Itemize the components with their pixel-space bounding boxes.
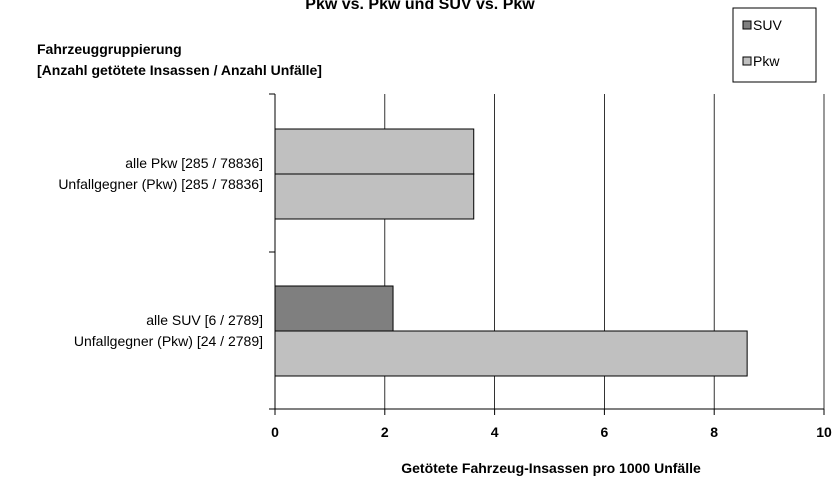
y-axis-title-line-1: Fahrzeuggruppierung — [37, 41, 182, 57]
x-tick-label-3: 6 — [601, 424, 609, 440]
legend: SUV Pkw — [732, 7, 817, 83]
axes — [269, 93, 825, 415]
x-axis-title: Getötete Fahrzeug-Insassen pro 1000 Unfä… — [401, 460, 701, 476]
bar-3-pkw — [274, 330, 748, 377]
category-label-pkw-line-2: Unfallgegner (Pkw) [285 / 78836] — [58, 176, 263, 192]
y-axis-title-line-2: [Anzahl getötete Insassen / Anzahl Unfäl… — [37, 62, 322, 78]
bar-2-suv — [274, 285, 394, 332]
chart-title: Pkw vs. Pkw und SUV vs. Pkw — [305, 0, 535, 13]
bar-0-pkw — [274, 128, 475, 175]
x-tick-label-0: 0 — [271, 424, 279, 440]
x-tick-labels: 0 2 4 6 8 10 — [271, 424, 832, 440]
legend-swatch-suv — [742, 20, 752, 30]
legend-label-pkw: Pkw — [753, 53, 780, 69]
legend-label-suv: SUV — [753, 17, 782, 33]
x-tick-label-4: 8 — [710, 424, 718, 440]
x-tick-label-1: 2 — [381, 424, 389, 440]
legend-swatch-pkw — [742, 56, 752, 66]
legend-box — [732, 7, 817, 83]
bar-1-pkw — [274, 173, 475, 220]
bars — [274, 128, 748, 377]
x-tick-label-5: 10 — [816, 424, 832, 440]
category-label-pkw-line-1: alle Pkw [285 / 78836] — [125, 155, 263, 171]
x-tick-label-2: 4 — [491, 424, 499, 440]
category-label-suv-line-1: alle SUV [6 / 2789] — [146, 312, 263, 328]
category-label-suv-line-2: Unfallgegner (Pkw) [24 / 2789] — [74, 333, 263, 349]
